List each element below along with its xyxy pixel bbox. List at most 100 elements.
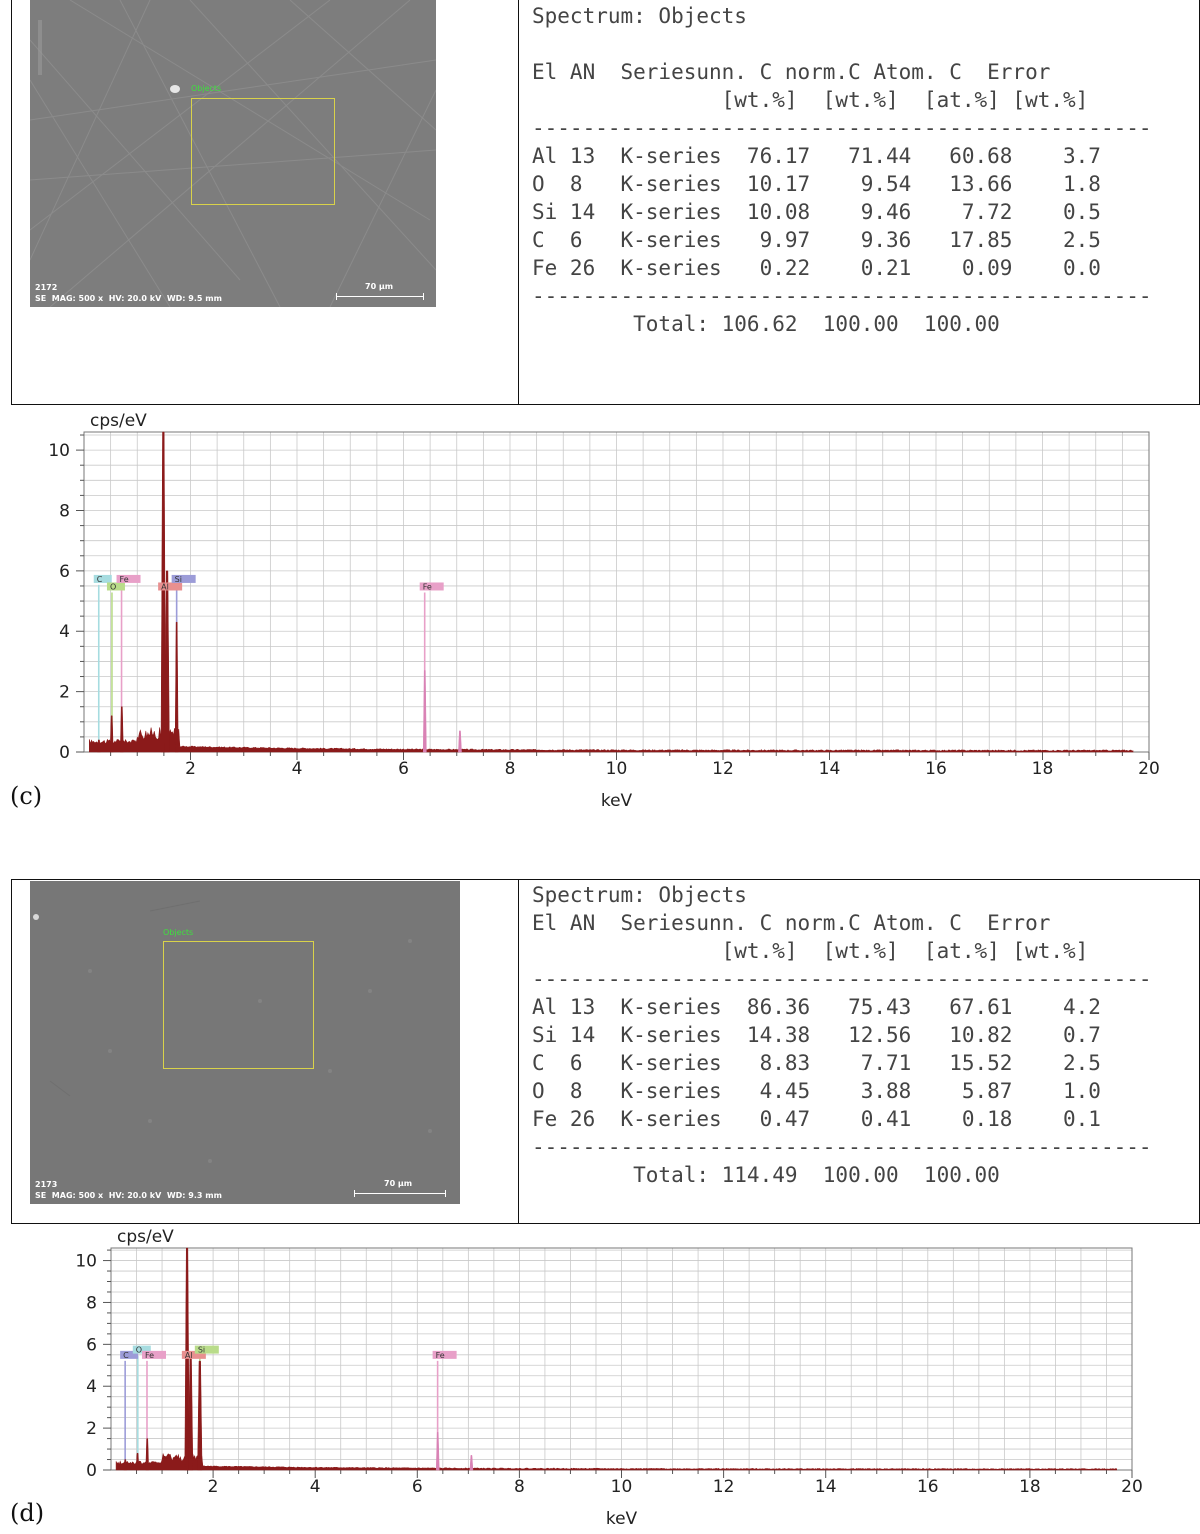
sem-image-id-d: 2173 [35, 1180, 58, 1189]
table-row: C 6 K-series 9.97 9.36 17.85 2.5 [532, 228, 1101, 252]
sem-image-d: Objects 2173 SE MAG: 500 x HV: 20.0 kV W… [30, 881, 460, 1204]
table-rule: ----------------------------------------… [532, 116, 1152, 140]
x-tick-label: 6 [398, 759, 409, 779]
x-tick-label: 6 [412, 1477, 423, 1497]
table-title: Spectrum: Objects [532, 883, 747, 907]
panel-c-divider [518, 0, 519, 404]
eds-spectrum-chart-c: 0 2 4 6 8 10 2 4 6 8 10 12 14 16 18 20 keV cps/eV C O Fe Al Si… [0, 405, 1200, 815]
sem-texture-c [30, 0, 436, 307]
table-row: Fe 26 K-series 0.47 0.41 0.18 0.1 [532, 1107, 1101, 1131]
x-tick-label: 18 [1032, 759, 1054, 779]
sem-roi-box-c [191, 98, 335, 205]
spectrum-peak [188, 1354, 194, 1471]
x-tick-label: 18 [1019, 1477, 1041, 1497]
sem-scale-label-d: 70 µm [384, 1179, 413, 1188]
table-row: C 6 K-series 8.83 7.71 15.52 2.5 [532, 1051, 1101, 1075]
x-tick-label: 20 [1121, 1477, 1143, 1497]
panel-letter-d: (d) [10, 1499, 45, 1527]
sem-roi-label-c: Objects [191, 84, 222, 93]
element-marker-box [120, 1350, 139, 1359]
spectrum-peak [164, 570, 170, 753]
element-marker-label: O [136, 1346, 142, 1355]
element-marker-box [171, 574, 196, 583]
element-marker-label: Fe [120, 575, 129, 584]
table-units: [wt.%] [wt.%] [at.%] [wt.%] [532, 939, 1089, 963]
spectrum-peak [97, 739, 101, 753]
table-row: Al 13 K-series 86.36 75.43 67.61 4.2 [532, 995, 1101, 1019]
spectrum-peak [135, 1452, 140, 1471]
sem-roi-label-d: Objects [163, 928, 194, 937]
element-marker-box [432, 1350, 457, 1359]
sem-footer-d: 2173 SE MAG: 500 x HV: 20.0 kV WD: 9.3 m… [30, 1178, 460, 1204]
x-tick-label: 16 [925, 759, 947, 779]
y-tick-label: 4 [86, 1377, 97, 1397]
y-tick-label: 6 [59, 562, 70, 582]
element-marker-label: O [110, 582, 116, 591]
element-marker-label: Al [161, 582, 169, 591]
element-marker-box [116, 574, 141, 583]
x-tick-label: 14 [815, 1477, 837, 1497]
sem-params-d: SE MAG: 500 x HV: 20.0 kV WD: 9.3 mm [35, 1191, 222, 1200]
element-marker-box [158, 582, 183, 591]
panel-letter-c: (c) [10, 782, 43, 810]
spectrum-table-c: Spectrum: Objects El AN Seriesunn. C nor… [532, 2, 1152, 338]
x-tick-label: 2 [208, 1477, 219, 1497]
x-tick-label: 2 [185, 759, 196, 779]
x-tick-label: 16 [917, 1477, 939, 1497]
y-tick-label: 0 [59, 743, 70, 763]
element-marker-box [132, 1345, 151, 1354]
element-marker-label: Fe [145, 1351, 154, 1360]
element-marker-label: Al [185, 1351, 193, 1360]
eds-chart-svg-c: 0 2 4 6 8 10 2 4 6 8 10 12 14 16 18 20 keV cps/eV CO Fe Al Si… [48, 411, 1160, 811]
y-axis-label: cps/eV [117, 1227, 174, 1247]
table-row: Si 14 K-series 14.38 12.56 10.82 0.7 [532, 1023, 1101, 1047]
spectrum-continuum [89, 727, 1134, 753]
spectrum-peak [184, 1247, 190, 1471]
sem-scale-bar-d [354, 1190, 446, 1197]
table-rule: ----------------------------------------… [532, 284, 1152, 308]
element-marker-box [194, 1345, 219, 1354]
table-spacer [532, 30, 1152, 58]
element-marker-label: Si [175, 575, 182, 584]
spectrum-peak [469, 1455, 474, 1471]
spectrum-peak [160, 431, 166, 753]
sem-params-c: SE MAG: 500 x HV: 20.0 kV WD: 9.5 mm [35, 294, 222, 303]
element-marker-box [106, 582, 125, 591]
y-axis-label: cps/eV [90, 411, 147, 431]
sem-roi-box-d [163, 941, 314, 1069]
table-rule: ----------------------------------------… [532, 967, 1152, 991]
spectrum-continuum [115, 1452, 1118, 1471]
x-axis-label: keV [606, 1509, 638, 1529]
eds-spectrum-chart-d: 0 2 4 6 8 10 2 4 6 8 10 12 14 16 18 20 keV cps/eV C O Fe Al Si… [0, 1226, 1200, 1530]
spectrum-peak [197, 1360, 203, 1471]
panel-d-divider [518, 880, 519, 1223]
x-tick-label: 12 [712, 759, 734, 779]
sem-image-id-c: 2172 [35, 283, 58, 292]
y-tick-label: 10 [75, 1252, 97, 1272]
x-tick-label: 10 [606, 759, 628, 779]
y-tick-label: 6 [86, 1335, 97, 1355]
element-marker-box [419, 582, 444, 591]
element-marker-label: C [97, 575, 103, 584]
element-marker-label: C [123, 1351, 129, 1360]
spectrum-peak [145, 1438, 150, 1471]
y-tick-label: 0 [86, 1461, 97, 1481]
y-tick-label: 4 [59, 622, 70, 642]
table-header: El AN Seriesunn. C norm.C Atom. C Error [532, 60, 1051, 84]
spectrum-peak [109, 715, 114, 753]
table-header: El AN Seriesunn. C norm.C Atom. C Error [532, 911, 1051, 935]
x-tick-label: 20 [1138, 759, 1160, 779]
spectrum-peak [119, 706, 124, 753]
table-total: Total: 114.49 100.00 100.00 [532, 1163, 1000, 1187]
sem-scale-label-c: 70 µm [365, 282, 394, 291]
sem-texture-d [30, 881, 460, 1204]
spectrum-peak [123, 1459, 128, 1471]
table-row: Fe 26 K-series 0.22 0.21 0.09 0.0 [532, 256, 1101, 280]
table-total: Total: 106.62 100.00 100.00 [532, 312, 1000, 336]
spectrum-peak [422, 670, 427, 753]
table-rule: ----------------------------------------… [532, 1135, 1152, 1159]
x-tick-label: 4 [292, 759, 303, 779]
table-title: Spectrum: Objects [532, 4, 747, 28]
table-row: Al 13 K-series 76.17 71.44 60.68 3.7 [532, 144, 1101, 168]
